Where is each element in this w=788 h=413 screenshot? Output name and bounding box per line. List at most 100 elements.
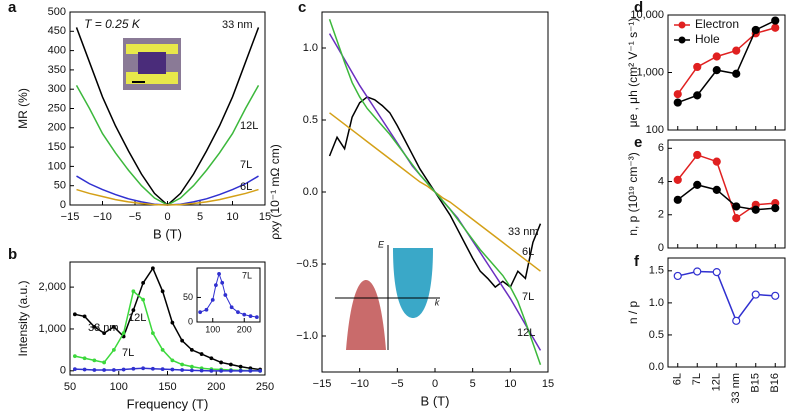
series-label: 7L: [242, 270, 252, 280]
x-tick-label: 150: [158, 381, 176, 393]
band-diagram: [335, 245, 440, 350]
y-tick-label: 500: [48, 6, 66, 18]
data-point: [238, 368, 243, 373]
data-point: [220, 280, 225, 285]
data-point: [238, 364, 243, 369]
data-point: [209, 368, 214, 373]
data-point: [236, 310, 240, 315]
data-point: [712, 268, 721, 277]
y-tick-label: 0.0: [303, 186, 318, 198]
data-point: [199, 352, 204, 356]
data-point: [673, 195, 682, 204]
data-point: [72, 354, 77, 359]
data-point: [141, 366, 146, 371]
data-point: [732, 213, 741, 223]
data-point: [150, 366, 155, 371]
x-tick-label: 15: [259, 211, 271, 223]
x-tick-label: 100: [205, 324, 220, 334]
x-tick-label: 200: [237, 324, 252, 334]
x-axis-label: B (T): [153, 226, 182, 241]
data-point: [771, 291, 780, 300]
data-point: [219, 360, 224, 365]
series-label: 33 nm: [508, 226, 539, 238]
data-point: [693, 180, 702, 189]
y-tick-label: 0: [60, 199, 66, 211]
y-tick-label: 150: [48, 141, 66, 153]
y-axis-label: MR (%): [16, 88, 30, 129]
axes-frame: [667, 257, 786, 368]
x-tick-label: 12L: [711, 373, 723, 391]
data-point: [189, 368, 194, 373]
data-point: [92, 368, 97, 372]
data-point: [732, 46, 741, 55]
data-point: [228, 368, 233, 373]
x-tick-label: B16: [769, 373, 781, 393]
x-tick-label: 50: [64, 381, 76, 393]
data-point: [189, 364, 194, 369]
data-point: [712, 157, 721, 166]
y-tick-label: 400: [48, 45, 66, 57]
data-point: [102, 360, 107, 365]
data-point: [170, 320, 175, 325]
y-tick-label: 350: [48, 64, 66, 76]
y-tick-label: 2,000: [38, 281, 66, 293]
x-tick-label: −5: [129, 211, 142, 223]
data-point: [732, 202, 741, 211]
data-point: [254, 315, 259, 319]
data-point: [121, 367, 126, 372]
y-axis-label: μe , μh (cm² V⁻¹ s⁻¹): [626, 18, 640, 128]
data-point: [199, 368, 204, 373]
data-point: [72, 367, 77, 372]
data-point: [180, 338, 185, 343]
data-point: [751, 290, 760, 299]
data-point: [732, 69, 741, 78]
data-point: [170, 367, 175, 372]
x-tick-label: 250: [256, 381, 274, 393]
x-tick-label: −15: [313, 378, 332, 390]
data-point: [160, 289, 165, 294]
panel-label: a: [8, 0, 17, 16]
y-tick-label: 0: [188, 316, 193, 326]
x-tick-label: 33 nm: [730, 373, 742, 404]
y-tick-label: 50: [54, 180, 66, 192]
data-point: [209, 356, 214, 361]
data-point: [213, 283, 218, 288]
y-tick-label: 10,000: [630, 9, 664, 21]
data-point: [210, 298, 215, 302]
annotation: k: [435, 297, 440, 307]
y-tick-label: −0.5: [296, 258, 318, 270]
data-point: [223, 293, 228, 297]
y-tick-label: 1,000: [38, 323, 66, 335]
y-tick-label: 0.5: [649, 329, 664, 341]
data-point: [751, 205, 760, 214]
data-point: [693, 150, 702, 160]
data-point: [102, 331, 107, 336]
data-point: [111, 347, 116, 352]
data-point: [693, 62, 702, 72]
y-tick-label: 0: [60, 365, 66, 377]
data-point: [673, 98, 682, 107]
data-point: [160, 347, 165, 352]
y-tick-label: 100: [48, 160, 66, 172]
x-tick-label: 5: [470, 378, 476, 390]
panel-label: c: [298, 0, 306, 16]
data-point: [72, 312, 77, 317]
series-label: 6L: [240, 181, 252, 193]
series-label: 7L: [122, 347, 134, 359]
data-point: [150, 331, 155, 336]
series-label: 6L: [522, 246, 534, 258]
data-point: [217, 271, 221, 276]
data-point: [111, 368, 116, 372]
y-tick-label: −1.0: [296, 330, 318, 342]
series-label: 33 nm: [222, 19, 253, 31]
data-point: [141, 297, 146, 302]
legend-label: Electron: [695, 17, 739, 31]
series-line: [677, 19, 776, 104]
panel-label: b: [8, 246, 17, 263]
series-line: [76, 175, 259, 206]
y-tick-label: 450: [48, 25, 66, 37]
y-tick-label: 1.0: [649, 297, 664, 309]
legend-marker: [678, 21, 686, 29]
x-tick-label: 7L: [691, 373, 703, 385]
